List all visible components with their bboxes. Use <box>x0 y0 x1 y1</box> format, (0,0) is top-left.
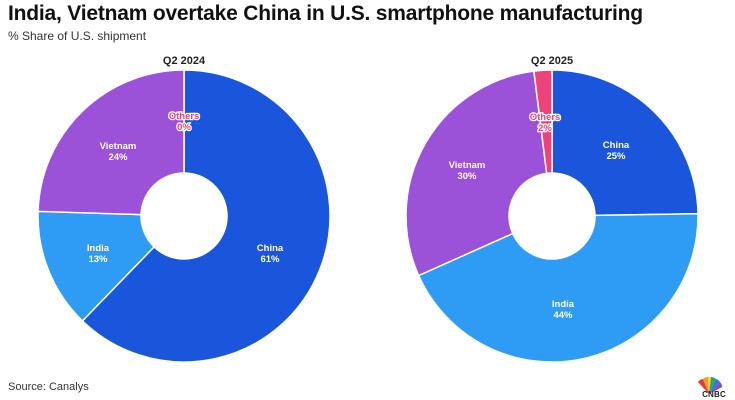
donut-title: Q2 2025 <box>531 55 573 67</box>
slice-vietnam <box>405 70 548 277</box>
slice-label-india: India <box>552 299 575 310</box>
slice-label-china: China <box>603 140 630 151</box>
slice-value-china: 25% <box>606 151 626 162</box>
slice-label-india: India <box>87 243 110 254</box>
slice-value-china: 61% <box>260 254 280 265</box>
slice-value-others: 0% <box>177 122 191 133</box>
slice-india <box>417 212 699 363</box>
source-note: Source: Canalys <box>8 381 89 393</box>
slice-vietnam <box>37 69 185 216</box>
slice-value-others: 2% <box>538 123 552 134</box>
chart-title: India, Vietnam overtake China in U.S. sm… <box>8 2 643 25</box>
slice-value-vietnam: 24% <box>108 152 128 163</box>
slice-label-others: Others <box>169 111 200 122</box>
slice-label-vietnam: Vietnam <box>100 141 137 152</box>
slice-china <box>81 69 331 363</box>
slice-value-india: 13% <box>88 254 108 265</box>
slice-value-vietnam: 30% <box>457 171 477 182</box>
donut-title: Q2 2024 <box>163 55 206 67</box>
slice-label-china: China <box>257 243 284 254</box>
slice-label-vietnam: Vietnam <box>449 160 486 171</box>
slice-value-india: 44% <box>553 310 573 321</box>
slice-china <box>551 69 699 217</box>
slice-others <box>533 69 553 175</box>
slice-label-others: Others <box>530 112 561 123</box>
slice-india <box>37 210 156 322</box>
chart-subtitle: % Share of U.S. shipment <box>8 29 147 43</box>
peacock-icon <box>698 376 723 394</box>
logo-text: CNBC <box>702 390 726 399</box>
